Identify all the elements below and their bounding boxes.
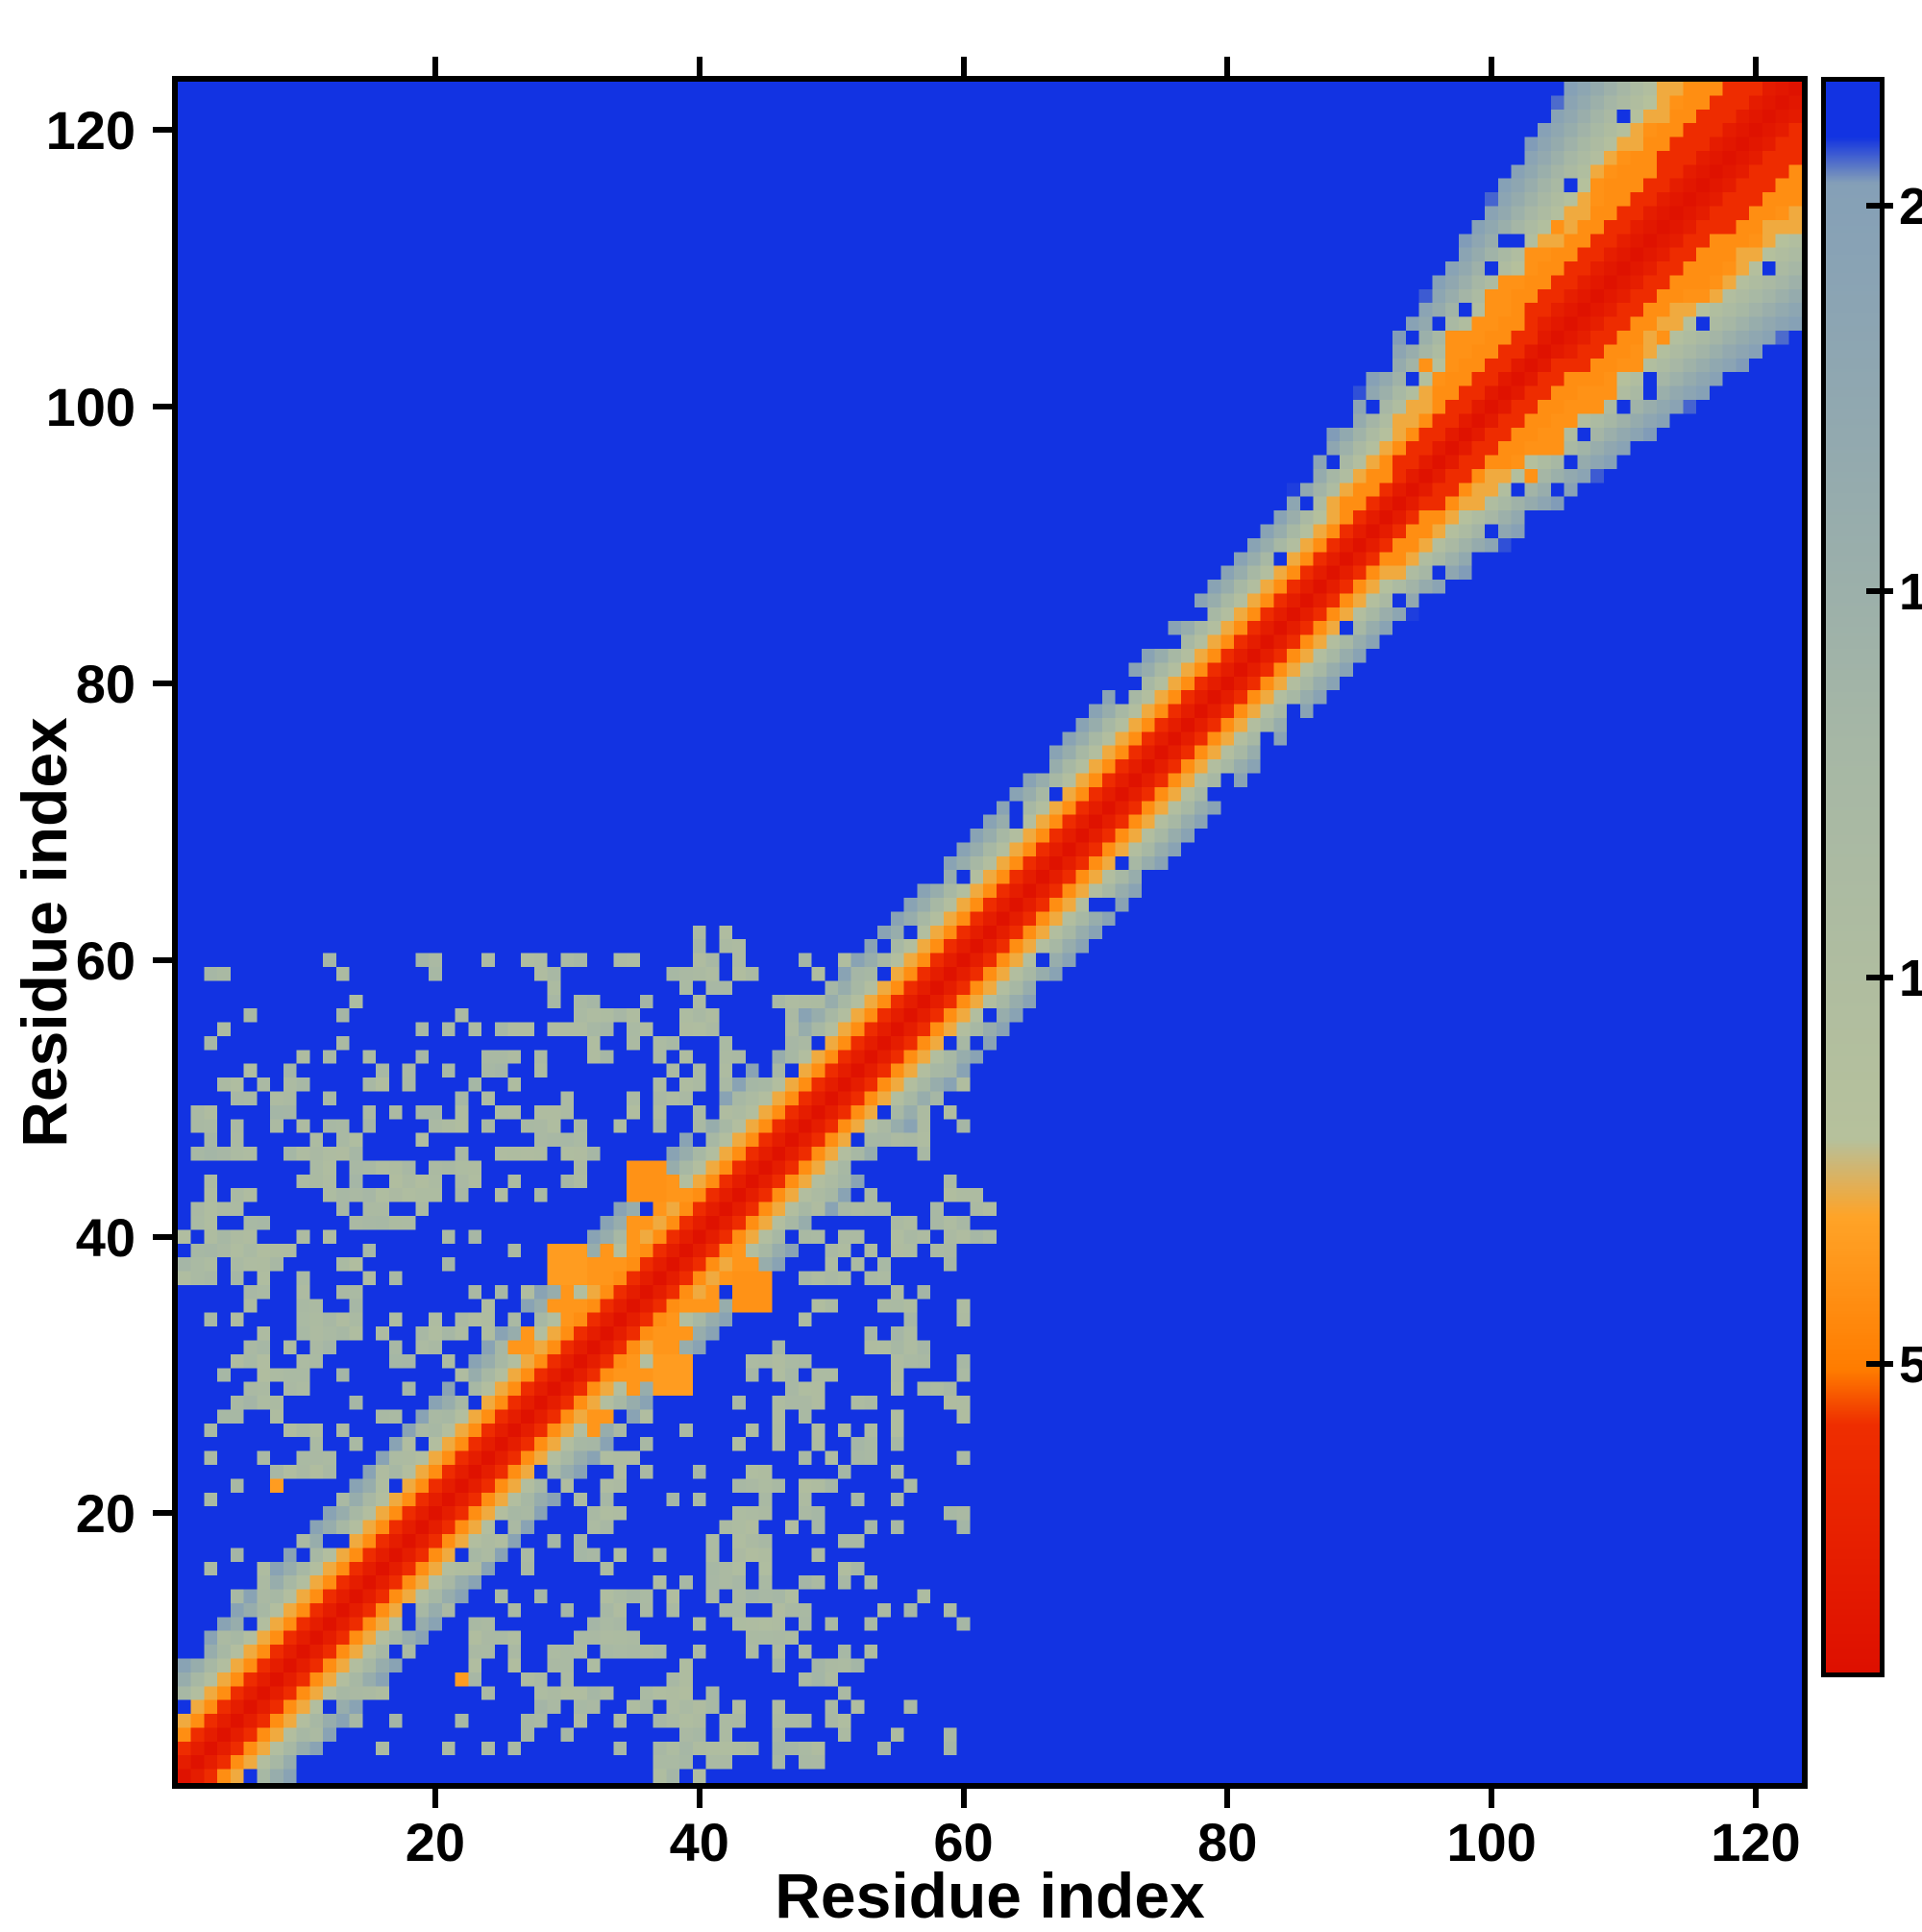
x-tick-label: 120 bbox=[1711, 1812, 1801, 1872]
colorbar-tick-mark bbox=[1866, 588, 1893, 595]
colorbar-gradient bbox=[1826, 82, 1880, 1672]
y-tick-label: 120 bbox=[45, 100, 136, 161]
y-tick-label: 20 bbox=[75, 1483, 136, 1545]
colorbar-tick-mark bbox=[1866, 202, 1893, 209]
x-tick-mark-top bbox=[1224, 57, 1231, 76]
x-tick-label: 80 bbox=[1197, 1812, 1258, 1872]
x-tick-mark-bottom bbox=[960, 1789, 967, 1808]
y-tick-mark-left bbox=[153, 404, 172, 410]
colorbar-tick-label: 15 bbox=[1899, 563, 1922, 622]
y-tick-mark-left bbox=[153, 956, 172, 963]
colorbar-tick-mark bbox=[1866, 974, 1893, 980]
x-axis-label: Residue index bbox=[775, 1860, 1205, 1931]
x-tick-mark-bottom bbox=[1224, 1789, 1231, 1808]
y-tick-label: 80 bbox=[75, 653, 136, 714]
x-tick-mark-top bbox=[1489, 57, 1495, 76]
x-tick-mark-top bbox=[696, 57, 702, 76]
x-tick-mark-top bbox=[1752, 57, 1759, 76]
y-tick-mark-left bbox=[153, 680, 172, 686]
x-tick-mark-bottom bbox=[1752, 1789, 1759, 1808]
x-tick-mark-top bbox=[431, 57, 438, 76]
x-tick-label: 40 bbox=[669, 1812, 729, 1872]
y-tick-label: 40 bbox=[75, 1206, 136, 1268]
x-tick-mark-top bbox=[960, 57, 967, 76]
colorbar-tick-label: 10 bbox=[1899, 949, 1922, 1007]
colorbar-tick-label: 5 bbox=[1899, 1335, 1922, 1394]
heatmap-canvas bbox=[178, 82, 1802, 1783]
x-tick-label: 60 bbox=[933, 1812, 994, 1872]
colorbar-tick-label: 20 bbox=[1899, 177, 1922, 235]
y-tick-mark-left bbox=[153, 1510, 172, 1517]
y-tick-mark-left bbox=[153, 1233, 172, 1240]
x-tick-mark-bottom bbox=[1489, 1789, 1495, 1808]
colorbar-tick-mark bbox=[1866, 1360, 1893, 1367]
y-tick-label: 60 bbox=[75, 929, 136, 991]
x-tick-mark-bottom bbox=[696, 1789, 702, 1808]
y-tick-label: 100 bbox=[45, 377, 136, 438]
x-tick-mark-bottom bbox=[431, 1789, 438, 1808]
x-tick-label: 20 bbox=[405, 1812, 466, 1872]
x-tick-label: 100 bbox=[1446, 1812, 1537, 1872]
y-tick-mark-left bbox=[153, 127, 172, 134]
y-axis-label: Residue index bbox=[9, 717, 80, 1148]
